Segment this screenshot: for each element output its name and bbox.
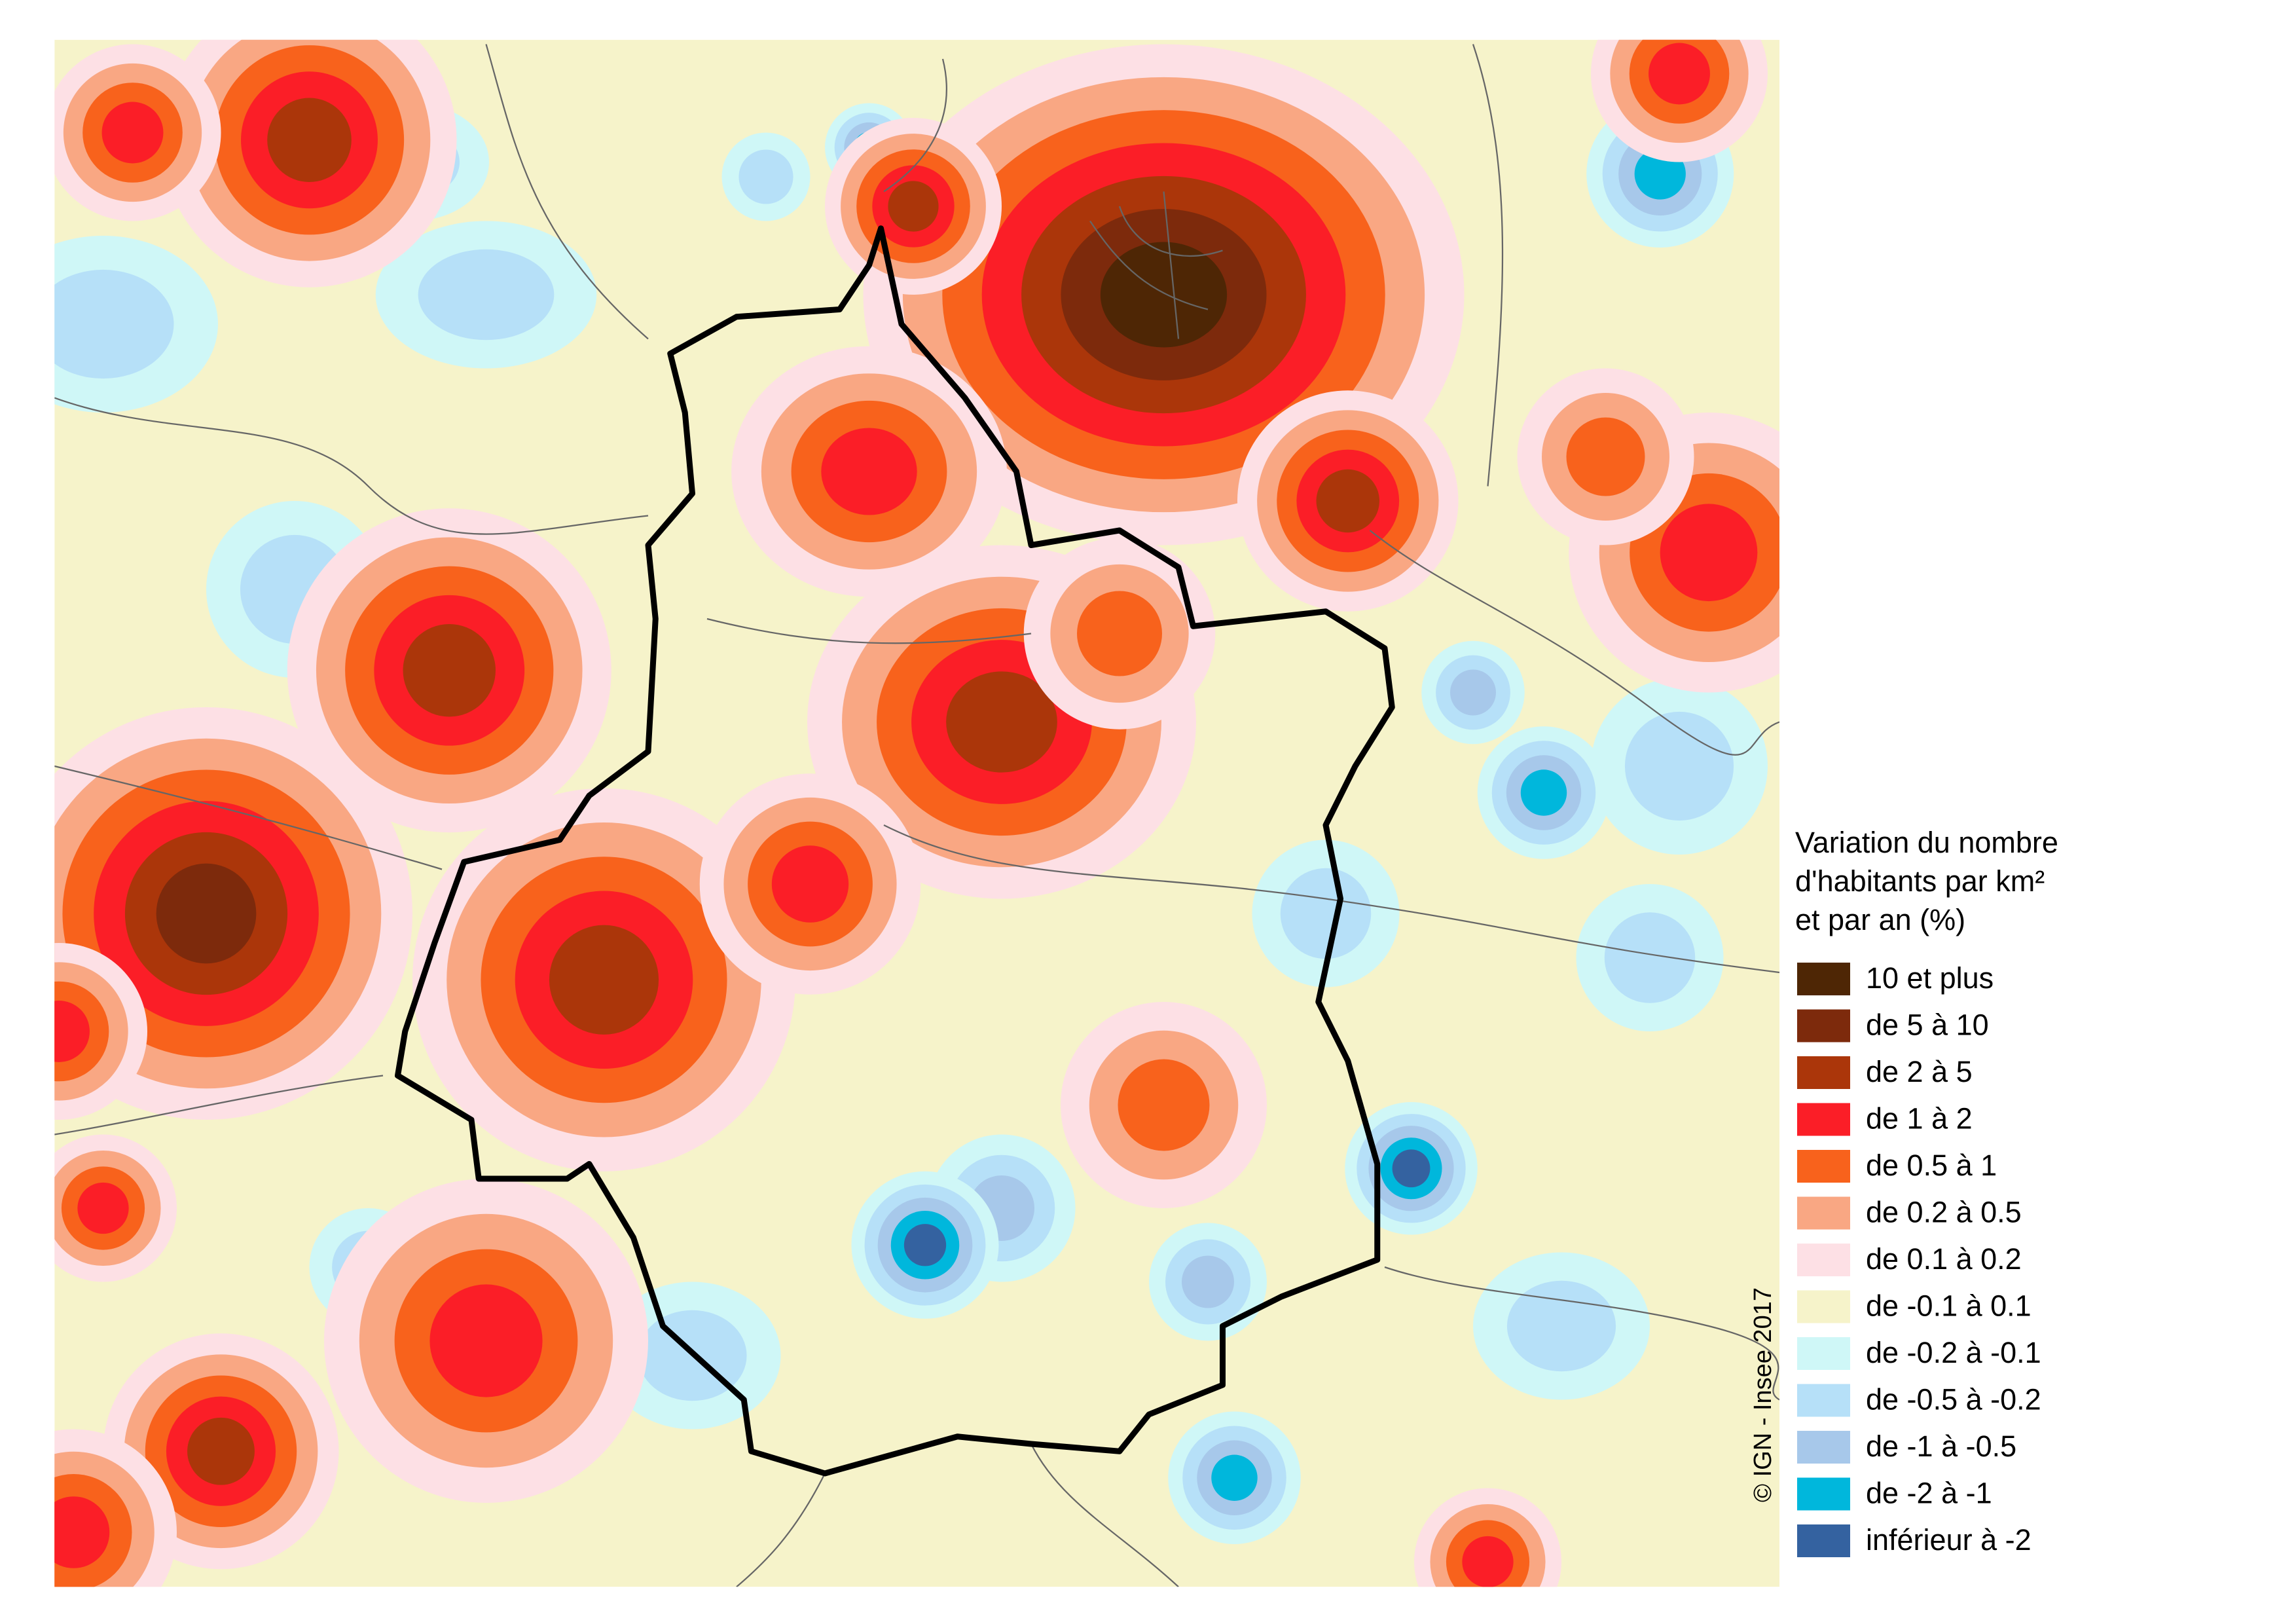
legend-swatch — [1797, 1524, 1850, 1557]
density-zone — [1118, 1059, 1210, 1151]
density-zone — [1624, 711, 1734, 821]
legend-title: et par an (%) — [1795, 903, 1965, 936]
legend-label: de 2 à 5 — [1866, 1055, 1973, 1088]
density-zone — [54, 1001, 90, 1062]
density-zone — [1462, 1536, 1514, 1587]
density-zone — [549, 925, 659, 1035]
border-line — [54, 1075, 384, 1135]
border-line — [883, 58, 947, 193]
legend-label: de 0.1 à 0.2 — [1866, 1242, 2022, 1276]
density-zone — [1100, 242, 1228, 348]
legend-swatch — [1797, 963, 1850, 995]
density-zone — [403, 624, 496, 717]
legend-swatch — [1797, 1056, 1850, 1089]
density-zone — [1604, 912, 1696, 1003]
density-zone — [903, 1224, 947, 1266]
department-borders — [54, 44, 1779, 1587]
legend-label: de -2 à -1 — [1866, 1476, 1992, 1509]
legend-title: Variation du nombre — [1795, 826, 2058, 859]
density-zone — [267, 98, 352, 183]
density-zone — [1649, 43, 1710, 105]
legend-label: de -1 à -0.5 — [1866, 1430, 2016, 1463]
density-blobs — [54, 39, 1779, 1587]
legend-swatch — [1797, 1009, 1850, 1043]
legend-swatch — [1797, 1384, 1850, 1417]
region-border — [395, 225, 1395, 1477]
density-zone — [1450, 669, 1496, 716]
legend: Variation du nombre d'habitants par km² et… — [1795, 826, 2058, 1557]
density-zone — [1077, 591, 1162, 676]
map — [54, 39, 1779, 1587]
density-zone — [1392, 1149, 1430, 1188]
density-zone — [1660, 504, 1758, 602]
density-zone — [187, 1417, 255, 1485]
legend-title: d'habitants par km² — [1795, 864, 2045, 898]
density-zone — [1316, 469, 1379, 533]
density-zone — [429, 1284, 543, 1397]
legend-swatch — [1797, 1337, 1850, 1370]
density-zone — [888, 181, 939, 232]
border-line — [1369, 530, 1779, 756]
legend-label: inférieur à -2 — [1866, 1523, 2032, 1557]
border-line — [883, 824, 1779, 974]
border-line — [1030, 1443, 1179, 1587]
density-zone — [54, 1496, 110, 1568]
legend-swatch — [1797, 1290, 1850, 1323]
legend-label: de 0.2 à 0.5 — [1866, 1195, 2022, 1228]
border-line — [1089, 191, 1223, 339]
legend-label: de 0.5 à 1 — [1866, 1149, 1997, 1182]
density-zone — [1182, 1255, 1234, 1308]
border-line — [54, 397, 649, 535]
density-zone — [738, 149, 793, 204]
legend-label: 10 et plus — [1866, 961, 1994, 995]
density-zone — [77, 1182, 129, 1234]
legend-label: de -0.5 à -0.2 — [1866, 1382, 2041, 1416]
density-zone — [1280, 868, 1372, 959]
density-zone — [156, 863, 257, 964]
border-line — [736, 1473, 826, 1587]
border-line — [54, 765, 443, 870]
density-zone — [821, 428, 917, 515]
border-line — [1472, 44, 1504, 487]
density-zone — [1520, 769, 1567, 816]
density-zone — [418, 249, 555, 341]
copyright: © IGN - Insee 2017 — [1749, 1287, 1777, 1502]
legend-label: de 5 à 10 — [1866, 1008, 1989, 1041]
density-zone — [101, 101, 164, 164]
legend-swatch — [1797, 1196, 1850, 1230]
legend-label: de -0.2 à -0.1 — [1866, 1336, 2041, 1369]
legend-label: de -0.1 à 0.1 — [1866, 1289, 2032, 1322]
legend-swatch — [1797, 1150, 1850, 1183]
legend-swatch — [1797, 1477, 1850, 1511]
border-line — [1384, 1266, 1779, 1401]
density-zone — [54, 269, 174, 379]
border-line — [706, 618, 1032, 644]
legend-swatch — [1797, 1431, 1850, 1464]
legend-swatch — [1797, 1103, 1850, 1136]
legend-swatch — [1797, 1244, 1850, 1276]
density-zone — [771, 845, 849, 923]
density-zone — [1211, 1454, 1258, 1501]
border-line — [485, 44, 649, 340]
legend-label: de 1 à 2 — [1866, 1101, 1973, 1135]
density-zone — [1566, 417, 1645, 496]
density-zone — [946, 671, 1057, 773]
